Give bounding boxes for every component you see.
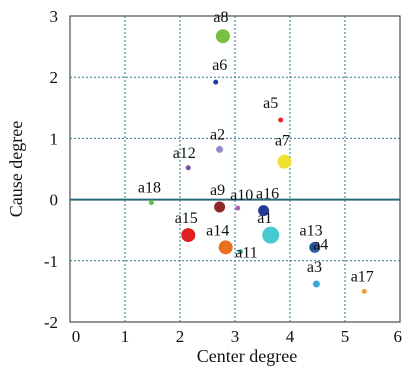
point-label-a11: a11 [235,245,258,262]
y-tick-label: 2 [50,68,59,87]
x-tick-label: 3 [231,327,240,346]
x-tick-label: 5 [341,327,350,346]
point-label-a4: a4 [313,236,328,253]
data-point-a14 [218,240,233,255]
x-tick-label: 4 [286,327,295,346]
point-label-a16: a16 [256,186,279,203]
data-point-a2 [216,145,224,153]
y-tick-label: 0 [50,191,59,210]
point-label-a3: a3 [307,259,322,276]
data-point-a10 [235,205,241,211]
data-points [148,29,367,294]
x-tick-label: 0 [72,327,81,346]
point-label-a1: a1 [257,210,272,227]
point-labels: a1 a2 a3 a4 a5 a6 a7 a8 a9 a10 a11 a12 a13 a14 a15 a16 a… [138,9,374,285]
point-label-a17: a17 [351,268,374,285]
point-label-a9: a9 [210,182,225,199]
x-tick-label: 6 [394,327,403,346]
point-label-a13: a13 [300,222,323,239]
x-tick-label: 2 [176,327,185,346]
point-label-a8: a8 [213,9,228,26]
grid-lines [70,16,400,322]
y-tick-label: 1 [50,129,59,148]
y-tick-label: -1 [44,252,58,271]
data-point-a18 [148,200,154,206]
y-tick-label: -2 [44,313,58,332]
point-label-a5: a5 [263,95,278,112]
data-point-a9 [214,201,226,213]
point-label-a6: a6 [212,57,227,74]
data-point-a1 [262,226,280,244]
x-axis-title: Center degree [197,346,297,366]
data-point-a12 [185,165,191,171]
data-point-a7 [277,154,292,169]
data-point-a15 [181,228,196,243]
data-point-a17 [361,288,367,294]
point-label-a12: a12 [173,145,196,162]
x-tick-label: 1 [121,327,130,346]
point-label-a14: a14 [206,222,229,239]
data-point-a6 [213,79,219,85]
point-label-a18: a18 [138,180,161,197]
data-point-a8 [215,29,230,44]
point-label-a7: a7 [275,133,290,150]
data-point-a11 [238,249,243,255]
data-point-a3 [312,280,320,288]
point-label-a10: a10 [230,187,253,204]
x-tick-labels: 0 1 2 3 4 5 6 [72,327,402,346]
y-tick-label: 3 [50,7,59,26]
y-tick-labels: -2 -1 0 1 2 3 [44,7,58,332]
data-point-a16 [258,205,270,217]
point-label-a15: a15 [175,210,198,227]
y-axis-title: Cause degree [6,121,26,217]
data-point-a5 [278,117,284,123]
point-label-a2: a2 [210,126,225,143]
data-point-a13 [309,243,317,251]
